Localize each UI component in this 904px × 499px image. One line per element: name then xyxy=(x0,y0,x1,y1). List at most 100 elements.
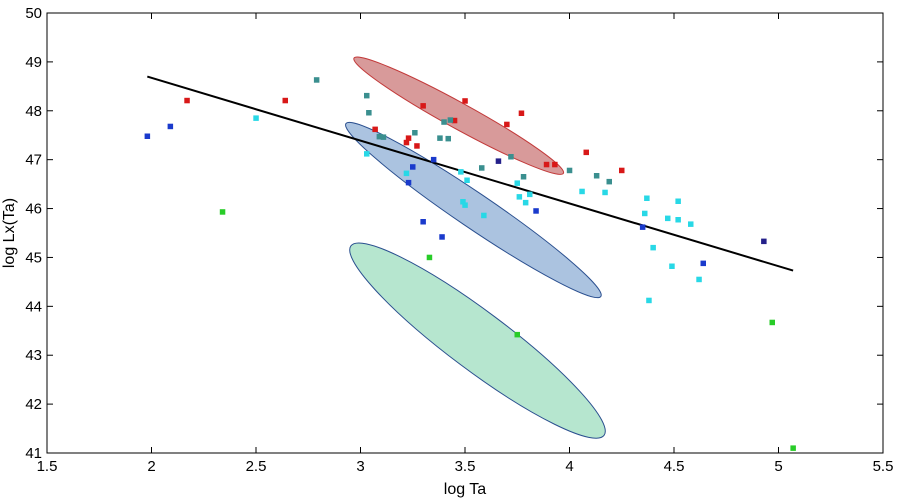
y-tick-label: 44 xyxy=(25,298,42,315)
x-tick-label: 2 xyxy=(147,458,155,475)
teal-point-16 xyxy=(606,178,612,185)
cyan-point-15 xyxy=(642,210,648,217)
fit-line-layer xyxy=(147,75,794,272)
cyan-point-8 xyxy=(481,212,487,219)
red-point-2 xyxy=(282,97,288,104)
teal-point-10 xyxy=(447,117,454,123)
teal-point-15 xyxy=(593,173,600,179)
green-point-3 xyxy=(514,331,520,338)
red-point-11 xyxy=(518,110,525,116)
x-tick-label: 2.5 xyxy=(246,458,267,475)
x-tick-label: 5 xyxy=(774,458,782,475)
cyan-point-23 xyxy=(688,221,694,227)
cyan-point-4 xyxy=(458,169,464,175)
x-tick-label: 3.5 xyxy=(455,458,476,475)
y-tick-label: 47 xyxy=(25,152,42,169)
y-tick-label: 43 xyxy=(25,347,42,364)
red-point-10 xyxy=(504,121,510,128)
blue-point-8 xyxy=(533,208,539,214)
red-point-6 xyxy=(414,143,420,149)
teal-point-1 xyxy=(313,77,320,83)
blue-point-6 xyxy=(430,156,437,163)
blue-point-7 xyxy=(439,234,445,240)
teal-point-6 xyxy=(412,130,418,136)
navy-point-1 xyxy=(495,158,502,164)
y-tick-label: 48 xyxy=(25,103,42,120)
teal-point-13 xyxy=(520,174,527,180)
cyan-point-14 xyxy=(602,189,608,196)
x-tick-label: 4.5 xyxy=(664,458,685,475)
x-tick-label: 5.5 xyxy=(873,458,894,475)
blue-point-4 xyxy=(410,164,416,170)
teal-point-14 xyxy=(566,167,573,174)
cyan-point-1 xyxy=(253,115,259,121)
green-point-5 xyxy=(790,445,796,451)
plot-frame xyxy=(46,12,884,454)
red-point-8 xyxy=(451,117,458,124)
blue-point-5 xyxy=(420,219,426,225)
teal-point-3 xyxy=(366,110,372,116)
y-axis-label: log Lx(Ta) xyxy=(1,198,18,268)
cyan-point-3 xyxy=(403,170,410,177)
cyan-point-6 xyxy=(462,202,468,208)
y-tick-label: 42 xyxy=(25,396,42,413)
teal-point-8 xyxy=(441,119,447,125)
x-tick-label: 3 xyxy=(356,458,364,475)
cyan-point-22 xyxy=(675,198,681,204)
teal-point-11 xyxy=(479,165,485,171)
cyan-point-17 xyxy=(646,297,652,304)
cyan-point-9 xyxy=(514,180,520,186)
cyan-point-19 xyxy=(665,215,671,222)
red-region-ellipse xyxy=(353,56,565,175)
cyan-point-20 xyxy=(669,263,675,269)
red-point-15 xyxy=(619,167,625,174)
blue-region-ellipse xyxy=(345,121,602,299)
red-point-14 xyxy=(583,149,589,156)
teal-point-4 xyxy=(376,133,383,140)
y-tick-label: 41 xyxy=(25,445,42,462)
cyan-point-24 xyxy=(696,276,702,283)
red-point-13 xyxy=(552,161,558,168)
cyan-point-5 xyxy=(460,199,466,205)
teal-point-7 xyxy=(437,135,443,141)
blue-point-10 xyxy=(700,260,706,267)
red-point-3 xyxy=(372,126,378,133)
red-point-4 xyxy=(403,139,410,146)
blue-point-3 xyxy=(405,179,412,186)
red-point-9 xyxy=(462,98,468,104)
region-ellipses xyxy=(345,56,606,439)
x-tick-label: 1.5 xyxy=(37,458,58,475)
navy-point-2 xyxy=(761,238,767,245)
green-point-2 xyxy=(426,254,433,261)
y-tick-label: 45 xyxy=(25,249,42,266)
teal-point-12 xyxy=(508,154,514,160)
teal-point-9 xyxy=(445,135,451,142)
blue-point-1 xyxy=(144,133,151,139)
red-point-12 xyxy=(543,161,550,168)
cyan-point-16 xyxy=(644,195,650,201)
x-axis-label: log Ta xyxy=(444,481,487,498)
cyan-point-11 xyxy=(522,199,529,206)
y-tick-label: 46 xyxy=(25,201,42,218)
cyan-point-18 xyxy=(650,244,656,251)
fit-line xyxy=(147,75,794,272)
cyan-point-12 xyxy=(527,191,533,198)
cyan-point-7 xyxy=(464,177,470,183)
blue-point-2 xyxy=(167,123,174,130)
green-point-4 xyxy=(769,319,775,326)
y-tick-label: 49 xyxy=(25,54,42,71)
green-point-1 xyxy=(219,209,226,215)
cyan-point-21 xyxy=(675,217,681,223)
cyan-point-10 xyxy=(516,194,523,200)
red-point-5 xyxy=(405,135,412,141)
axis-ticks: 1.5 2 2.5 3 3.5 4 4.5 5 5.5 41 42 43 44 45 46 47 48 49 50 xyxy=(25,5,893,475)
green-region-ellipse xyxy=(349,242,606,439)
red-point-1 xyxy=(184,97,190,104)
teal-point-5 xyxy=(380,134,387,140)
cyan-point-13 xyxy=(579,188,585,195)
y-tick-label: 50 xyxy=(25,5,42,22)
teal-point-2 xyxy=(364,92,370,99)
blue-point-9 xyxy=(639,224,646,230)
red-point-7 xyxy=(420,103,426,109)
